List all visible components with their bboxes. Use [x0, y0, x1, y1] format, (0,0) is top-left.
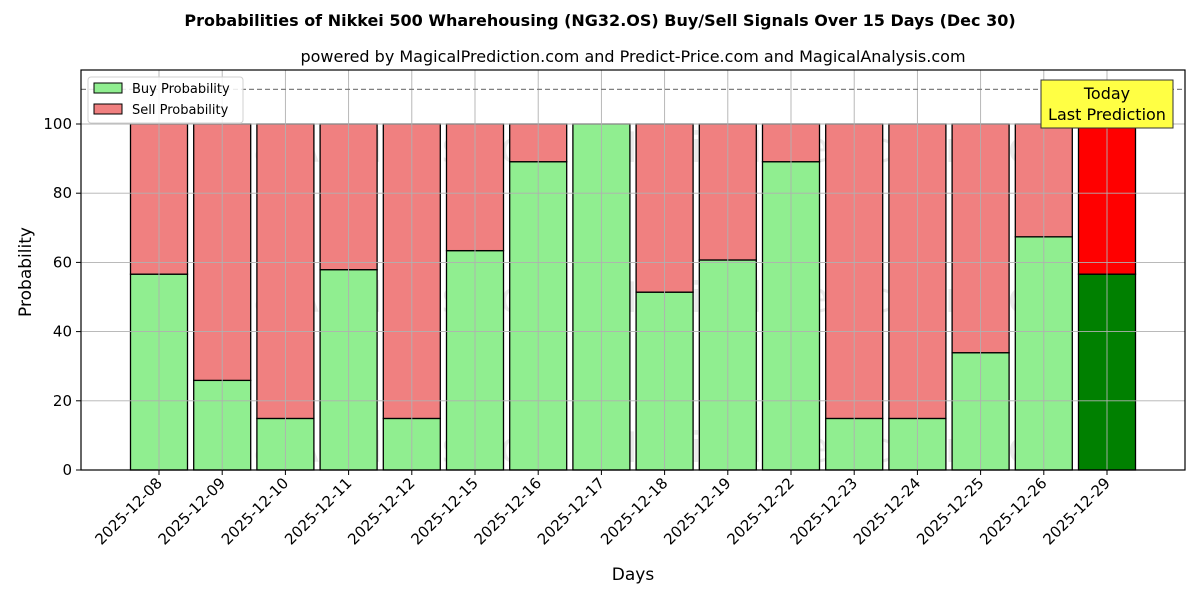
x-tick-label: 2025-12-09	[155, 474, 229, 548]
plot-frame	[80, 69, 1186, 471]
x-tick-label: 2025-12-23	[787, 474, 861, 548]
y-tick-label: 20	[53, 392, 72, 410]
chart-subtitle: powered by MagicalPrediction.com and Pre…	[300, 47, 965, 66]
x-tick-label: 2025-12-10	[218, 474, 292, 548]
legend-box	[87, 76, 244, 124]
legend-swatch-sell	[93, 103, 123, 115]
x-tick-label: 2025-12-18	[597, 474, 671, 548]
x-tick-label: 2025-12-25	[913, 474, 987, 548]
x-tick-label: 2025-12-29	[1039, 474, 1113, 548]
x-tick-label: 2025-12-19	[660, 474, 734, 548]
legend-label-buy: Buy Probability	[132, 82, 230, 97]
legend-swatch-buy	[93, 82, 123, 94]
y-tick-label: 40	[53, 323, 72, 341]
x-tick-label: 2025-12-12	[344, 474, 418, 548]
x-axis-label: Days	[612, 565, 655, 585]
x-tick-label: 2025-12-15	[407, 474, 481, 548]
x-tick-label: 2025-12-08	[91, 474, 165, 548]
y-tick-label: 100	[43, 115, 72, 133]
x-tick-label: 2025-12-26	[976, 474, 1050, 548]
x-tick-label: 2025-12-16	[471, 474, 545, 548]
y-tick-label: 60	[53, 253, 72, 271]
today-annotation: Today Last Prediction	[1040, 79, 1174, 129]
annotation-text: Last Prediction	[1048, 105, 1166, 124]
annotation-text: Today	[1083, 84, 1130, 103]
x-tick-label: 2025-12-22	[723, 474, 797, 548]
x-tick-label: 2025-12-17	[534, 474, 608, 548]
legend-label-sell: Sell Probability	[132, 103, 229, 118]
chart-title: Probabilities of Nikkei 500 Wharehousing…	[184, 11, 1015, 30]
y-axis-label: Probability	[16, 227, 36, 317]
y-tick-label: 0	[62, 461, 72, 479]
legend: Buy Probability Sell Probability	[87, 76, 244, 124]
x-tick-label: 2025-12-11	[281, 474, 355, 548]
plot-area: MagicalAnalysis.comMagicalPrediction.com…	[43, 69, 1186, 548]
annotation-box	[1040, 79, 1174, 129]
y-tick-label: 80	[53, 184, 72, 202]
x-tick-label: 2025-12-24	[850, 474, 924, 548]
